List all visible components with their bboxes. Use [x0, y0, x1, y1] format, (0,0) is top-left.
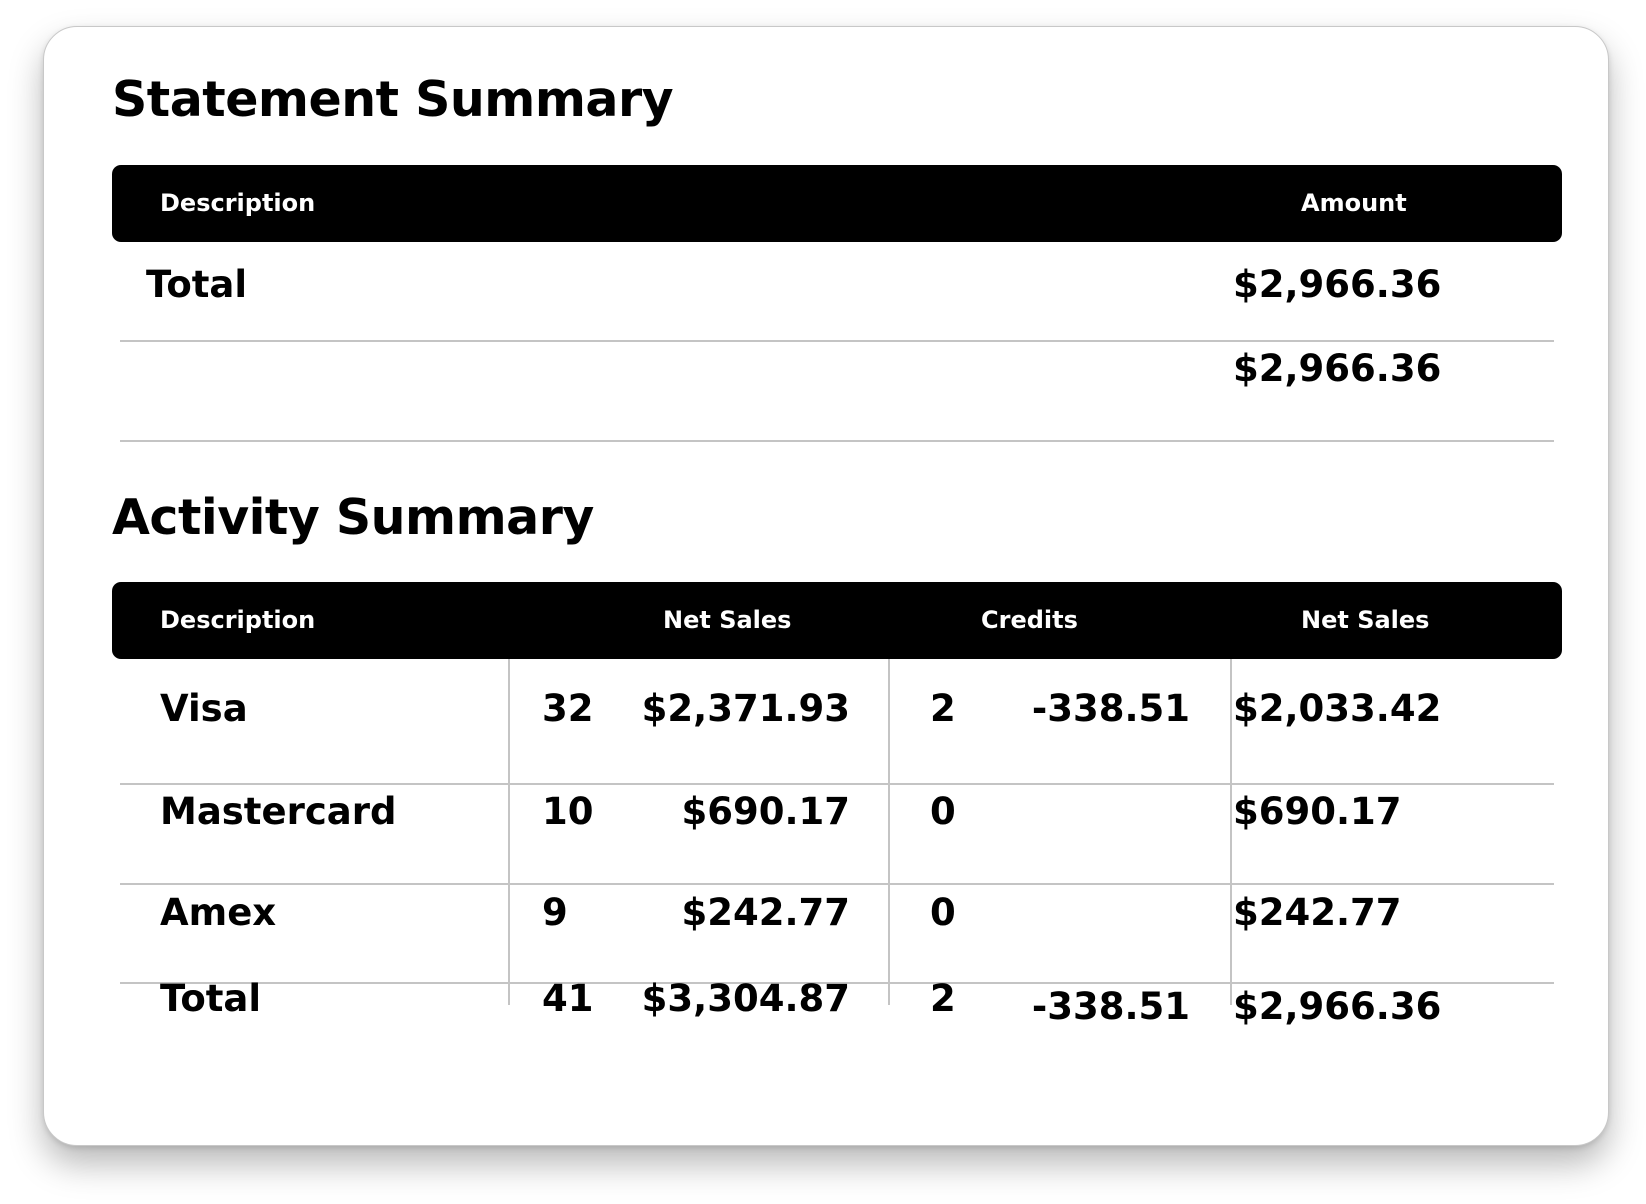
activity-total-net: $2,966.36 — [1233, 985, 1442, 1028]
activity-row-credit-count: 0 — [930, 891, 956, 934]
activity-total-sales-count: 41 — [542, 977, 594, 1020]
activity-row-sales-amount: $2,371.93 — [641, 687, 850, 730]
column-divider — [888, 659, 890, 1005]
activity-total-sales-amount: $3,304.87 — [641, 977, 850, 1020]
activity-row-description: Amex — [160, 891, 277, 934]
activity-total-description: Total — [160, 977, 262, 1020]
activity-header-description: Description — [160, 606, 316, 634]
statement-row-amount: $2,966.36 — [1233, 347, 1442, 390]
statement-summary-title: Statement Summary — [112, 71, 674, 128]
statement-table-header: Description Amount — [112, 165, 1562, 242]
statement-header-amount: Amount — [1301, 189, 1407, 217]
statement-row-description: Total — [146, 263, 248, 306]
row-divider — [120, 440, 1554, 442]
activity-row-net: $690.17 — [1233, 790, 1402, 833]
activity-total-credit-count: 2 — [930, 977, 956, 1020]
activity-row-net: $242.77 — [1233, 891, 1402, 934]
activity-row-credit-count: 0 — [930, 790, 956, 833]
activity-row-credit-amount: -338.51 — [1031, 687, 1190, 730]
activity-row-sales-count: 10 — [542, 790, 594, 833]
column-divider — [508, 659, 510, 1005]
activity-header-net-sales-total: Net Sales — [1301, 606, 1430, 634]
activity-table-header: Description Net Sales Credits Net Sales — [112, 582, 1562, 659]
row-divider — [120, 783, 1554, 785]
activity-row-credit-count: 2 — [930, 687, 956, 730]
statement-row-amount: $2,966.36 — [1233, 263, 1442, 306]
statement-header-description: Description — [160, 189, 316, 217]
activity-row-sales-amount: $242.77 — [681, 891, 850, 934]
activity-row-sales-count: 32 — [542, 687, 594, 730]
activity-row-net: $2,033.42 — [1233, 687, 1442, 730]
activity-header-net-sales: Net Sales — [663, 606, 792, 634]
activity-total-credit-amount: -338.51 — [1031, 985, 1190, 1028]
activity-row-sales-count: 9 — [542, 891, 568, 934]
activity-row-description: Visa — [160, 687, 248, 730]
row-divider — [120, 883, 1554, 885]
column-divider — [1230, 659, 1232, 1005]
activity-summary-title: Activity Summary — [112, 489, 594, 546]
statement-card: Statement Summary Description Amount Tot… — [43, 26, 1609, 1146]
activity-row-description: Mastercard — [160, 790, 397, 833]
activity-row-sales-amount: $690.17 — [681, 790, 850, 833]
row-divider — [120, 982, 1554, 984]
activity-header-credits: Credits — [981, 606, 1078, 634]
row-divider — [120, 340, 1554, 342]
